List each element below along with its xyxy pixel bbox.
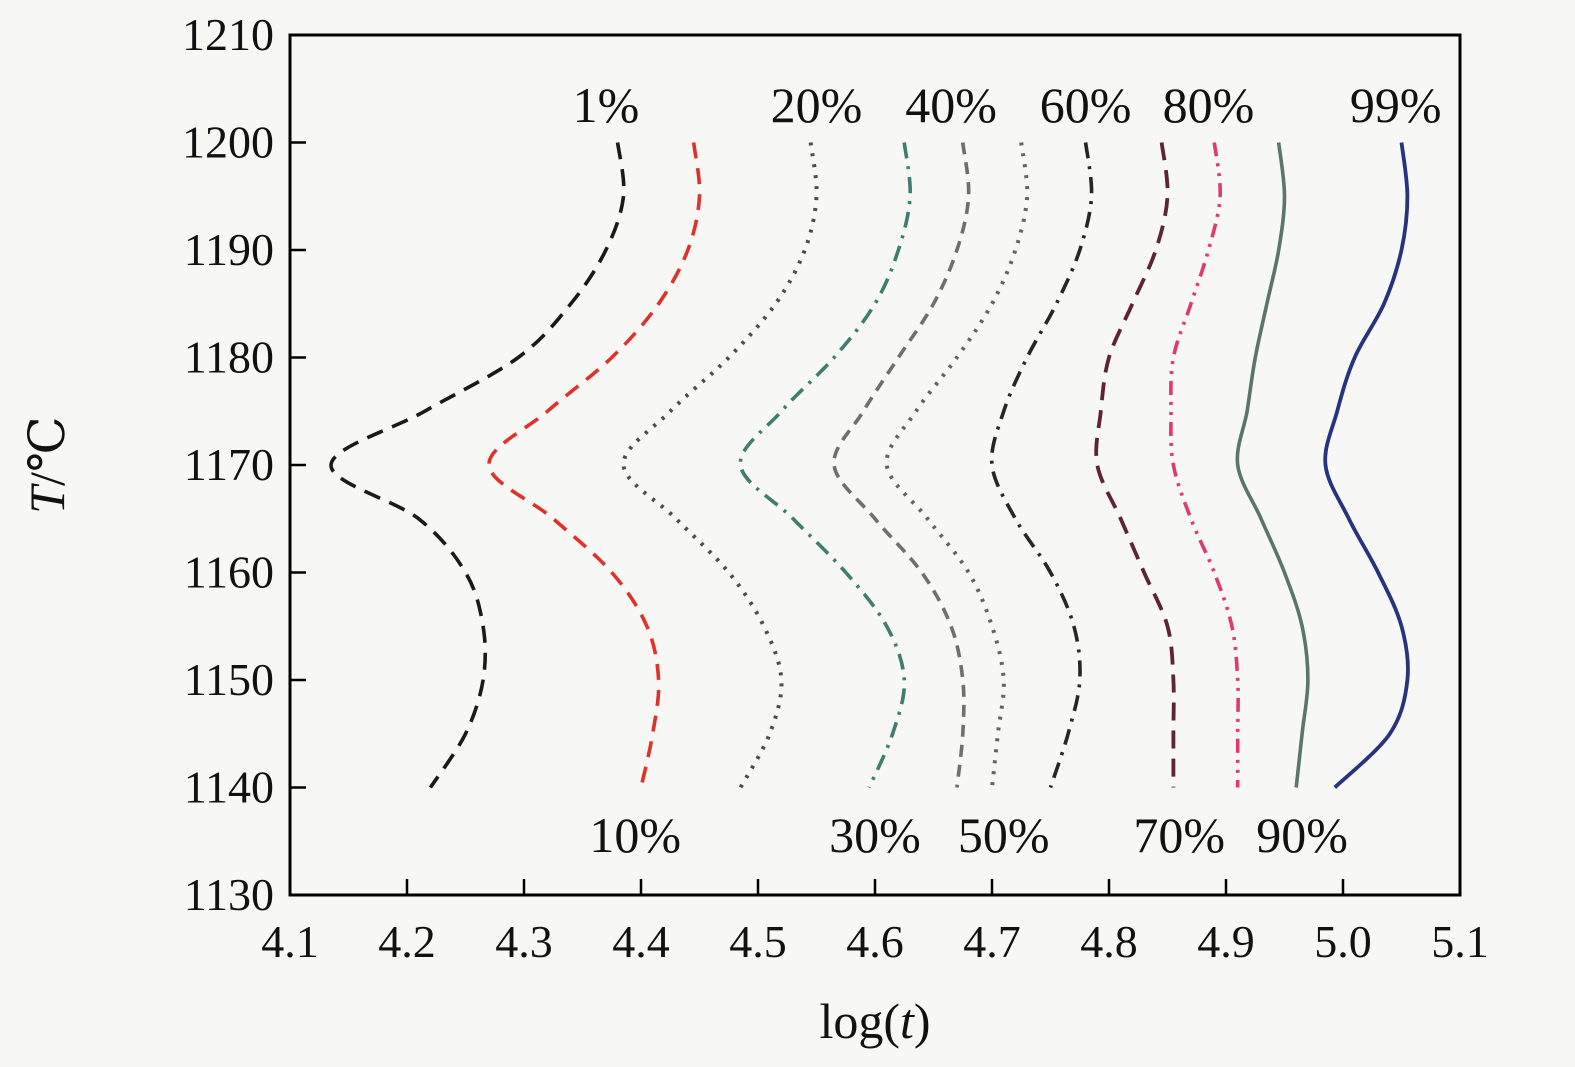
x-tick-label: 4.3	[495, 916, 553, 967]
curve-label-50pct: 50%	[958, 807, 1050, 863]
curve-label-80pct: 80%	[1163, 77, 1255, 133]
curve-10pct	[487, 142, 702, 788]
curve-label-1pct: 1%	[573, 77, 640, 133]
curve-50pct	[884, 142, 1030, 788]
y-tick-label: 1190	[184, 224, 274, 275]
curve-80pct	[1169, 142, 1240, 788]
y-tick-label: 1170	[184, 439, 274, 490]
x-tick-label: 4.8	[1080, 916, 1138, 967]
x-tick-label: 4.7	[963, 916, 1021, 967]
x-axis-label: log(t)	[819, 993, 930, 1049]
curve-1pct	[329, 142, 626, 789]
curve-99pct	[1323, 142, 1410, 789]
x-tick-label: 5.1	[1431, 916, 1489, 967]
x-tick-label: 4.6	[846, 916, 904, 967]
curve-label-70pct: 70%	[1133, 807, 1225, 863]
curve-label-90pct: 90%	[1256, 807, 1348, 863]
curve-30pct	[738, 142, 912, 789]
curve-label-20pct: 20%	[771, 77, 863, 133]
y-tick-label: 1140	[184, 762, 274, 813]
curve-label-40pct: 40%	[905, 77, 997, 133]
x-tick-label: 4.9	[1197, 916, 1255, 967]
curve-label-10pct: 10%	[589, 807, 681, 863]
curve-label-30pct: 30%	[829, 807, 921, 863]
y-axis-label: T/℃	[19, 416, 75, 514]
curve-label-60pct: 60%	[1040, 77, 1132, 133]
curve-20pct	[621, 142, 819, 789]
x-tick-label: 4.2	[378, 916, 436, 967]
y-tick-label: 1180	[184, 332, 274, 383]
y-tick-label: 1210	[182, 9, 274, 60]
x-tick-label: 4.4	[612, 916, 670, 967]
x-tick-label: 4.1	[261, 916, 319, 967]
curve-70pct	[1094, 142, 1176, 788]
curve-40pct	[832, 142, 971, 788]
y-tick-label: 1160	[184, 547, 274, 598]
curve-90pct	[1235, 142, 1310, 788]
y-tick-label: 1200	[182, 117, 274, 168]
curve-60pct	[989, 142, 1094, 789]
x-tick-label: 4.5	[729, 916, 787, 967]
curve-label-99pct: 99%	[1350, 77, 1442, 133]
y-tick-label: 1130	[184, 869, 274, 920]
plot-frame	[288, 33, 1462, 897]
y-tick-label: 1150	[184, 654, 274, 705]
x-tick-label: 5.0	[1314, 916, 1372, 967]
